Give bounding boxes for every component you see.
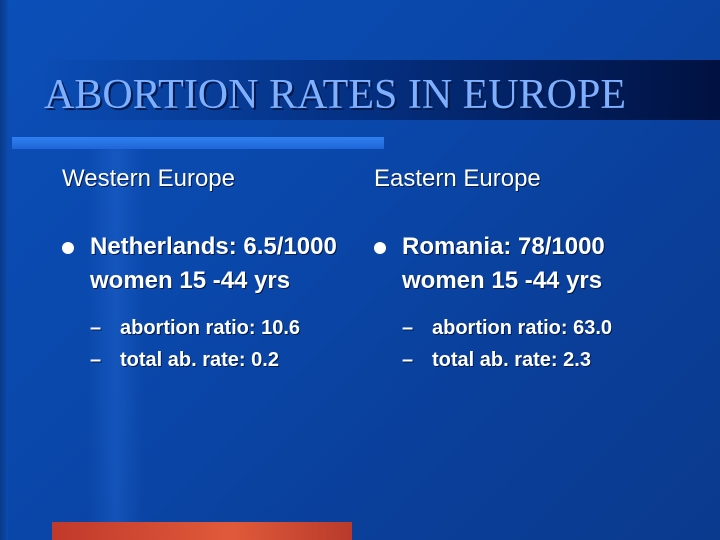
vertical-decorative-stripe — [88, 140, 144, 540]
bottom-accent-bar — [52, 522, 352, 540]
subitem-text: abortion ratio: 63.0 — [432, 317, 613, 339]
subitem-text: abortion ratio: 10.6 — [120, 317, 301, 339]
dash-icon: – — [90, 349, 102, 371]
subitem-list-western: – abortion ratio: 10.6 – total ab. rate:… — [62, 312, 362, 376]
dash-icon: – — [402, 349, 414, 371]
subitem-text: total ab. rate: 2.3 — [432, 349, 591, 371]
title-underline-bar — [12, 137, 384, 149]
slide-title: ABORTION RATES IN EUROPE — [44, 72, 626, 118]
dash-icon: – — [90, 317, 102, 339]
bullet-dot-icon — [62, 242, 74, 254]
bullet-text-netherlands: Netherlands: 6.5/1000 women 15 -44 yrs — [90, 233, 337, 294]
subitem-text: total ab. rate: 0.2 — [120, 349, 279, 371]
bullet-item-netherlands: Netherlands: 6.5/1000 women 15 -44 yrs — [62, 230, 362, 298]
subitem-list-eastern: – abortion ratio: 63.0 – total ab. rate:… — [374, 312, 694, 376]
bullet-text-romania: Romania: 78/1000 women 15 -44 yrs — [402, 233, 605, 294]
eastern-europe-column: Eastern Europe Romania: 78/1000 women 15… — [374, 164, 694, 376]
column-heading-eastern: Eastern Europe — [374, 165, 541, 192]
subitem-abortion-ratio-western: – abortion ratio: 10.6 — [90, 312, 362, 344]
column-heading-western: Western Europe — [62, 165, 235, 192]
dash-icon: – — [402, 317, 414, 339]
title-background-band — [40, 60, 720, 120]
subitem-total-rate-western: – total ab. rate: 0.2 — [90, 344, 362, 376]
left-decorative-stripe — [0, 0, 8, 540]
bullet-item-romania: Romania: 78/1000 women 15 -44 yrs — [374, 230, 694, 298]
western-europe-column: Western Europe Netherlands: 6.5/1000 wom… — [62, 164, 362, 376]
bullet-dot-icon — [374, 242, 386, 254]
subitem-abortion-ratio-eastern: – abortion ratio: 63.0 — [402, 312, 694, 344]
subitem-total-rate-eastern: – total ab. rate: 2.3 — [402, 344, 694, 376]
